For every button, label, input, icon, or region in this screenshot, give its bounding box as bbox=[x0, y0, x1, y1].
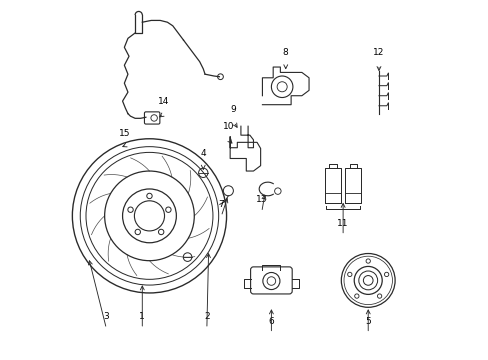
Text: 13: 13 bbox=[255, 195, 267, 204]
Text: 2: 2 bbox=[203, 312, 209, 321]
Text: 1: 1 bbox=[139, 312, 145, 321]
Text: 12: 12 bbox=[372, 48, 384, 57]
Text: 5: 5 bbox=[365, 316, 370, 325]
Text: 7: 7 bbox=[218, 200, 224, 209]
Text: 15: 15 bbox=[119, 129, 130, 138]
Text: 10: 10 bbox=[222, 122, 234, 131]
Text: 14: 14 bbox=[158, 97, 169, 106]
Text: 4: 4 bbox=[200, 149, 205, 158]
Text: 6: 6 bbox=[268, 316, 274, 325]
Text: 9: 9 bbox=[230, 105, 236, 114]
Text: 11: 11 bbox=[337, 219, 348, 228]
Text: 3: 3 bbox=[103, 312, 109, 321]
Text: 8: 8 bbox=[282, 48, 288, 57]
